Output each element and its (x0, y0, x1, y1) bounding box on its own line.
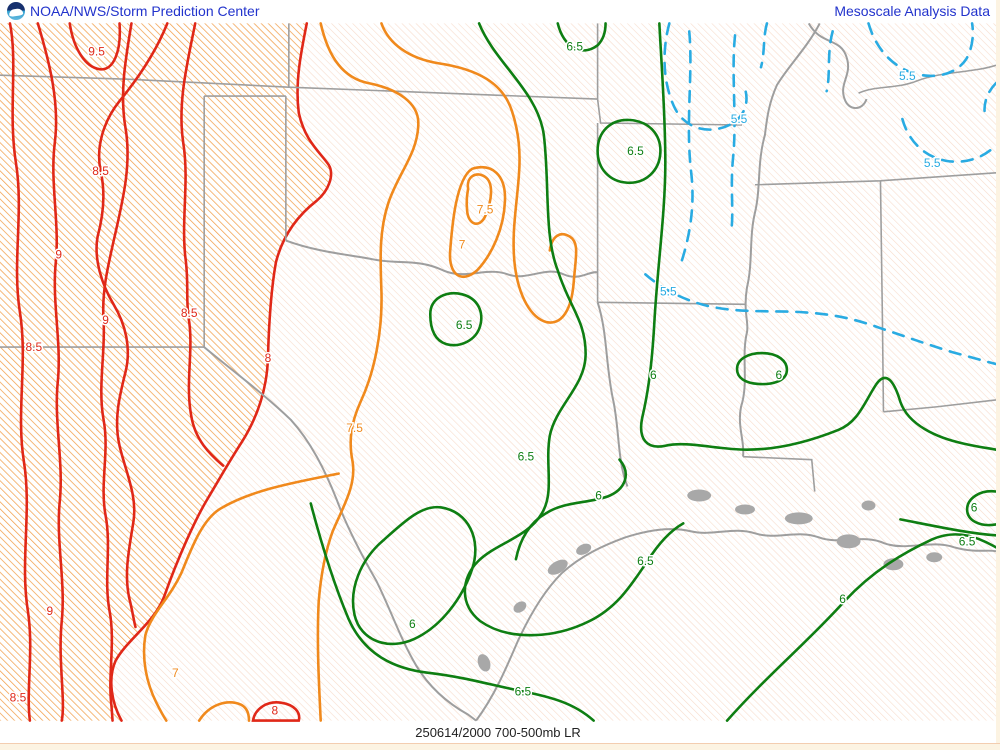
contour-label-8p5: 8.5 (181, 306, 198, 320)
contour-label-7: 7 (459, 237, 466, 251)
map-canvas: 9.5 8.5 9 8.5 9 8.5 8 9 8.5 8 7.5 7 7.5 7 6.5 6.5 6.5 6 6 6… (0, 22, 996, 722)
contours-cyan-dashed (644, 22, 996, 366)
contour-label-7: 7 (172, 666, 179, 680)
contour-label-5p5: 5.5 (899, 69, 916, 83)
header-title-link[interactable]: NOAA/NWS/Storm Prediction Center (30, 3, 260, 19)
map-caption: 250614/2000 700-500mb LR (0, 722, 996, 744)
contour-label-7p5: 7.5 (346, 421, 363, 435)
contour-label-8: 8 (265, 351, 272, 365)
contour-label-6p5: 6.5 (515, 685, 532, 699)
contour-label-6p5: 6.5 (637, 554, 654, 568)
contour-label-6p5: 6.5 (518, 450, 535, 464)
contour-label-6: 6 (595, 488, 602, 502)
contour-label-6: 6 (776, 368, 783, 382)
contours-orange (142, 22, 578, 722)
page-bottom-strip (0, 743, 1000, 750)
contour-label-9: 9 (102, 313, 109, 327)
contour-label-6p5: 6.5 (627, 144, 644, 158)
contour-label-9p5: 9.5 (88, 44, 105, 58)
contours-red (8, 22, 301, 722)
contour-label-6: 6 (409, 617, 416, 631)
contour-label-8p5: 8.5 (10, 691, 27, 705)
contour-label-9: 9 (46, 604, 53, 618)
header-subtitle: Mesoscale Analysis Data (834, 3, 990, 19)
contour-label-8p5: 8.5 (26, 340, 43, 354)
contour-label-6p5: 6.5 (456, 318, 473, 332)
contour-label-8: 8 (272, 704, 279, 718)
contours-green (309, 22, 996, 722)
contour-label-5p5: 5.5 (731, 112, 748, 126)
mesoanalysis-map: 9.5 8.5 9 8.5 9 8.5 8 9 8.5 8 7.5 7 7.5 7 6.5 6.5 6.5 6 6 6… (0, 22, 996, 722)
contour-label-5p5: 5.5 (660, 284, 677, 298)
contour-label-5p5: 5.5 (924, 156, 941, 170)
coastal-water-features (477, 489, 943, 672)
contour-label-8p5: 8.5 (92, 164, 109, 178)
contour-label-6: 6 (971, 500, 978, 514)
contour-label-6p5: 6.5 (959, 534, 976, 548)
contour-label-6p5: 6.5 (566, 39, 583, 53)
noaa-logo-icon (7, 2, 25, 20)
contour-label-9: 9 (55, 247, 62, 261)
page-header: NOAA/NWS/Storm Prediction Center Mesosca… (0, 0, 996, 22)
contour-label-6: 6 (839, 592, 846, 606)
contour-labels: 9.5 8.5 9 8.5 9 8.5 8 9 8.5 8 7.5 7 7.5 7 6.5 6.5 6.5 6 6 6… (8, 38, 979, 719)
contour-label-7p5: 7.5 (477, 203, 494, 217)
state-borders (0, 22, 996, 722)
contour-label-6: 6 (650, 368, 657, 382)
